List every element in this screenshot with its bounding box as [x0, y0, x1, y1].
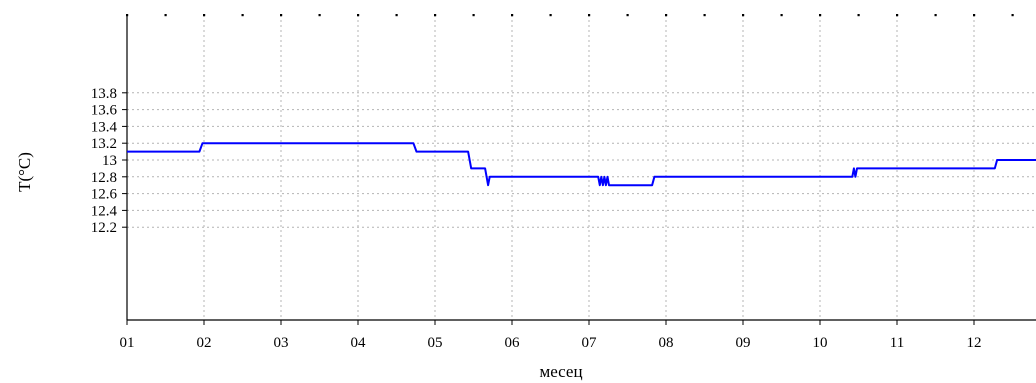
x-tick-label: 11	[890, 335, 904, 351]
y-tick-label: 12.2	[91, 220, 117, 236]
top-tick-mark	[742, 14, 745, 17]
grid	[126, 14, 1036, 320]
top-tick-mark	[203, 14, 206, 17]
top-minor-tick-mark	[549, 14, 552, 17]
top-minor-tick-mark	[934, 14, 937, 17]
top-tick-mark	[511, 14, 514, 17]
y-axis-label: T(°C)	[15, 152, 34, 192]
top-minor-tick-mark	[395, 14, 398, 17]
y-tick-label: 13.4	[91, 119, 118, 135]
series-layer	[127, 142, 1036, 187]
y-tick-label: 12.8	[91, 170, 117, 186]
y-tick-label: 13	[102, 153, 117, 169]
top-minor-tick-mark	[626, 14, 629, 17]
x-tick-label: 07	[582, 335, 598, 351]
top-tick-mark	[973, 14, 976, 17]
top-tick-mark	[357, 14, 360, 17]
top-minor-tick-mark	[472, 14, 475, 17]
top-minor-tick-mark	[318, 14, 321, 17]
top-minor-tick-mark	[1011, 14, 1014, 17]
x-axis-label: месец	[539, 362, 582, 381]
x-tick-label: 08	[659, 335, 674, 351]
x-tick-label: 04	[351, 335, 367, 351]
x-tick-label: 09	[736, 335, 751, 351]
x-tick-label: 02	[197, 335, 212, 351]
top-tick-mark	[896, 14, 899, 17]
x-tick-label: 10	[813, 335, 828, 351]
plot-frame	[122, 15, 1036, 325]
y-tick-label: 13.8	[91, 86, 117, 102]
x-tick-label: 12	[967, 335, 982, 351]
x-tick-label: 01	[120, 335, 135, 351]
y-tick-label: 13.6	[91, 103, 118, 119]
top-minor-tick-mark	[241, 14, 244, 17]
x-tick-label: 06	[505, 335, 521, 351]
top-tick-mark	[434, 14, 437, 17]
top-tick-mark	[280, 14, 283, 17]
top-minor-tick-mark	[780, 14, 783, 17]
y-tick-label: 12.6	[91, 187, 118, 203]
top-minor-tick-mark	[164, 14, 167, 17]
top-tick-mark	[819, 14, 822, 17]
top-tick-mark	[588, 14, 591, 17]
top-minor-tick-mark	[857, 14, 860, 17]
top-tick-mark	[665, 14, 668, 17]
top-minor-tick-mark	[703, 14, 706, 17]
series-line	[127, 142, 1036, 187]
tick-labels: 01 02 03 04 05 06 07 08 09 10 11 12 13.813.613.413.2…	[91, 86, 982, 351]
y-tick-label: 13.2	[91, 136, 117, 152]
x-tick-label: 05	[428, 335, 443, 351]
x-tick-label: 03	[274, 335, 289, 351]
y-tick-label: 12.4	[91, 203, 118, 219]
